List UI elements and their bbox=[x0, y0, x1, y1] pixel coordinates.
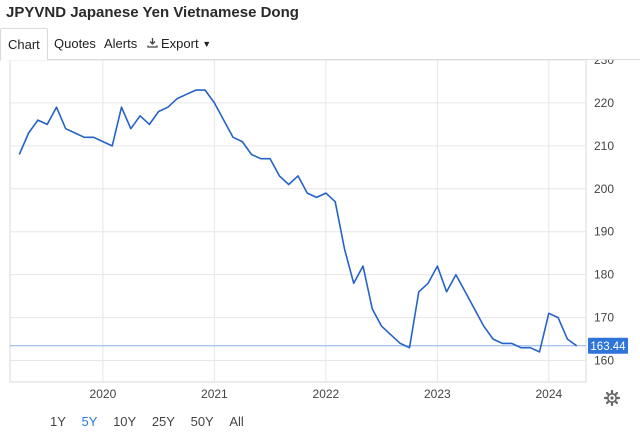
range-10y[interactable]: 10Y bbox=[113, 414, 137, 429]
page-title: JPYVND Japanese Yen Vietnamese Dong bbox=[6, 4, 299, 21]
y-tick-label: 180 bbox=[594, 268, 614, 282]
x-tick-label: 2022 bbox=[313, 387, 340, 401]
plot-area bbox=[9, 60, 587, 383]
last-price-label: 163.44 bbox=[590, 341, 626, 353]
range-5y[interactable]: 5Y bbox=[81, 414, 98, 429]
tab-alerts[interactable]: Alerts bbox=[97, 28, 144, 59]
range-all[interactable]: All bbox=[229, 414, 244, 429]
y-tick-label: 200 bbox=[594, 182, 614, 196]
x-tick-label: 2021 bbox=[201, 387, 228, 401]
y-tick-label: 220 bbox=[594, 96, 614, 110]
x-tick-label: 2023 bbox=[424, 387, 451, 401]
last-price-badge bbox=[588, 337, 628, 354]
tab-chart-label: Chart bbox=[8, 37, 40, 52]
chart-tab-bar: Chart Quotes Alerts Export ▼ bbox=[0, 28, 640, 61]
tab-quotes-label: Quotes bbox=[54, 36, 96, 51]
y-tick-label: 170 bbox=[594, 311, 614, 325]
range-1y[interactable]: 1Y bbox=[50, 414, 66, 429]
tab-export[interactable]: Export ▼ bbox=[140, 28, 218, 59]
chart-svg: 160 170 180 190 200 210 220 230 2020 2021 2022 2023… bbox=[9, 60, 628, 401]
y-tick-label: 230 bbox=[594, 60, 614, 67]
gear-icon[interactable] bbox=[603, 389, 621, 407]
tab-chart[interactable]: Chart bbox=[0, 28, 48, 61]
x-tick-label: 2024 bbox=[535, 387, 562, 401]
range-50y[interactable]: 50Y bbox=[190, 414, 214, 429]
tab-quotes[interactable]: Quotes bbox=[47, 28, 103, 59]
y-tick-label: 160 bbox=[594, 354, 614, 368]
series-line bbox=[18, 89, 578, 353]
tab-alerts-label: Alerts bbox=[104, 36, 138, 51]
caret-down-icon: ▼ bbox=[202, 39, 212, 49]
y-tick-label: 190 bbox=[594, 225, 614, 239]
price-chart[interactable]: 160 170 180 190 200 210 220 230 2020 2021 2022 2023… bbox=[8, 60, 632, 406]
y-tick-label: 210 bbox=[594, 139, 614, 153]
tab-export-label: Export bbox=[161, 36, 199, 51]
download-icon bbox=[147, 29, 158, 60]
x-tick-label: 2020 bbox=[90, 387, 117, 401]
range-selector: 1Y 5Y 10Y 25Y 50Y All bbox=[50, 414, 256, 429]
range-25y[interactable]: 25Y bbox=[151, 414, 175, 429]
